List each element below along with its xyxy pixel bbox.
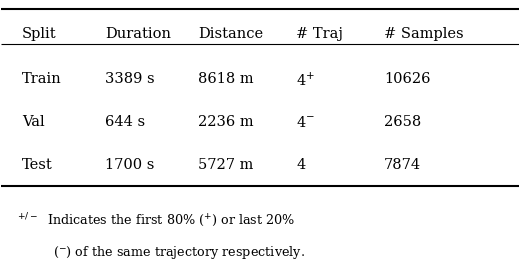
- Text: 1700 s: 1700 s: [105, 158, 154, 172]
- Text: # Samples: # Samples: [384, 27, 464, 41]
- Text: 3389 s: 3389 s: [105, 72, 154, 86]
- Text: 2658: 2658: [384, 115, 421, 129]
- Text: 10626: 10626: [384, 72, 431, 86]
- Text: 5727 m: 5727 m: [198, 158, 253, 172]
- Text: Test: Test: [22, 158, 53, 172]
- Text: Duration: Duration: [105, 27, 171, 41]
- Text: Val: Val: [22, 115, 45, 129]
- Text: 644 s: 644 s: [105, 115, 145, 129]
- Text: 4: 4: [296, 158, 305, 172]
- Text: 2236 m: 2236 m: [198, 115, 254, 129]
- Text: Train: Train: [22, 72, 62, 86]
- Text: ($^{-}$) of the same trajectory respectively.: ($^{-}$) of the same trajectory respecti…: [53, 244, 305, 261]
- Text: 4$^{-}$: 4$^{-}$: [296, 115, 315, 130]
- Text: Distance: Distance: [198, 27, 263, 41]
- Text: 4$^{+}$: 4$^{+}$: [296, 72, 315, 89]
- Text: Split: Split: [22, 27, 57, 41]
- Text: 8618 m: 8618 m: [198, 72, 254, 86]
- Text: 7874: 7874: [384, 158, 421, 172]
- Text: $^{+/-}$  Indicates the first 80% ($^{+}$) or last 20%: $^{+/-}$ Indicates the first 80% ($^{+}$…: [17, 211, 295, 229]
- Text: # Traj: # Traj: [296, 27, 343, 41]
